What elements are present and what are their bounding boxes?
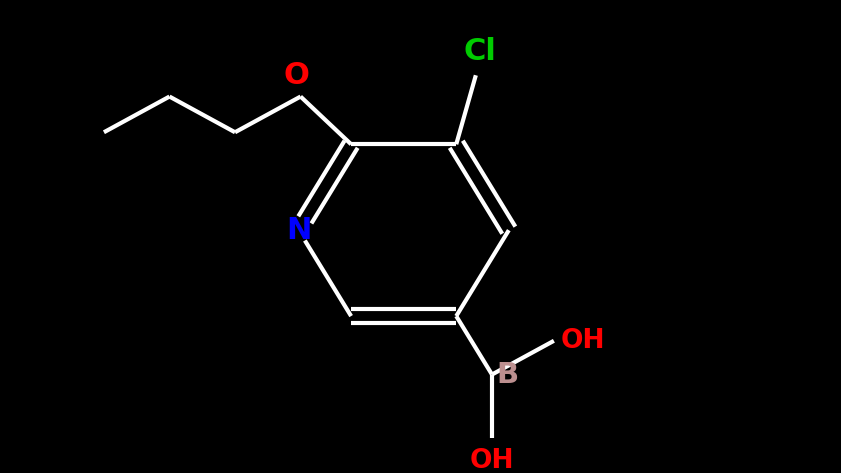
Text: O: O (283, 61, 309, 90)
Text: B: B (496, 360, 518, 388)
Text: OH: OH (470, 447, 514, 473)
Text: N: N (286, 216, 311, 245)
Text: Cl: Cl (463, 37, 496, 66)
Text: OH: OH (561, 328, 606, 354)
